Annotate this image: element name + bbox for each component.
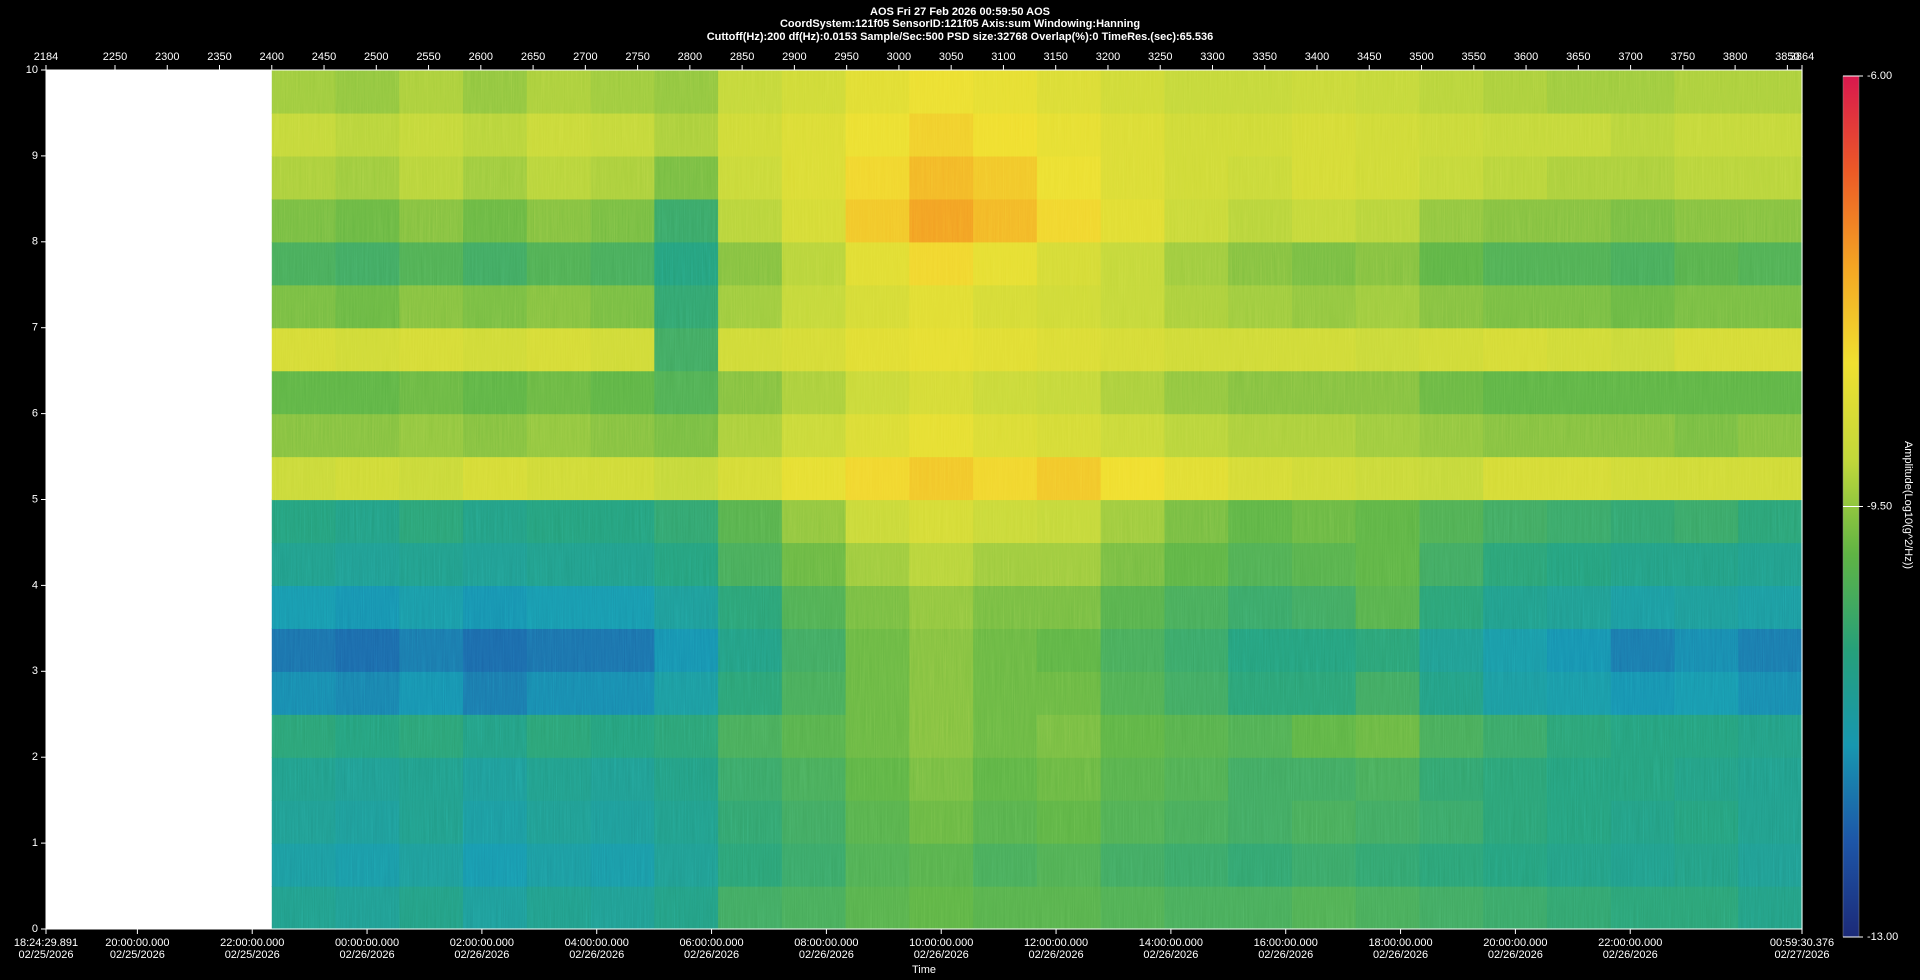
header-line: CoordSystem:121f05 SensorID:121f05 Axis:…	[780, 18, 1140, 30]
x-tick-label: 16:00:00.000	[1254, 937, 1318, 949]
y-tick-label: 1	[32, 837, 38, 849]
top-tick-label: 2650	[521, 51, 545, 63]
x-tick-label: 02:00:00.000	[450, 937, 514, 949]
x-tick-date: 02/26/2026	[914, 949, 969, 961]
x-tick-label: 12:00:00.000	[1024, 937, 1088, 949]
colorbar: -6.00 -9.50 -13.00	[1842, 70, 1898, 943]
y-tick-label: 8	[32, 236, 38, 248]
x-tick-label: 18:00:00.000	[1368, 937, 1432, 949]
top-tick-label: 3450	[1357, 51, 1381, 63]
top-tick-label: 2300	[155, 51, 179, 63]
x-tick-label: 08:00:00.000	[794, 937, 858, 949]
y-tick-label: 4	[32, 579, 38, 591]
x-tick-label: 00:00:00.000	[335, 937, 399, 949]
top-tick-label: 3700	[1618, 51, 1642, 63]
x-tick-label: 22:00:00.000	[220, 937, 284, 949]
x-tick-date: 02/26/2026	[799, 949, 854, 961]
top-tick-label: 3800	[1723, 51, 1747, 63]
colorbar-tick-label: -9.50	[1867, 500, 1892, 512]
x-tick-date: 02/26/2026	[1258, 949, 1313, 961]
x-tick-label: 04:00:00.000	[565, 937, 629, 949]
x-tick-date: 02/25/2026	[18, 949, 73, 961]
x-tick-date: 02/26/2026	[684, 949, 739, 961]
x-tick-label: 18:24:29.891	[14, 937, 78, 949]
top-tick-label: 3300	[1200, 51, 1224, 63]
colorbar-tick-label: -6.00	[1867, 70, 1892, 82]
top-tick-label: 3864	[1790, 51, 1814, 63]
top-tick-label: 2700	[573, 51, 597, 63]
top-tick-label: 2950	[834, 51, 858, 63]
x-tick-date: 02/27/2026	[1774, 949, 1829, 961]
top-tick-label: 3750	[1671, 51, 1695, 63]
y-tick-label: 2	[32, 751, 38, 763]
top-tick-label: 2750	[625, 51, 649, 63]
x-tick-date: 02/26/2026	[454, 949, 509, 961]
x-tick-label: 10:00:00.000	[909, 937, 973, 949]
top-tick-label: 2850	[730, 51, 754, 63]
x-axis-title: Time	[912, 964, 936, 976]
top-tick-label: 3850	[1775, 51, 1799, 63]
x-tick-date: 02/26/2026	[1029, 949, 1084, 961]
x-tick-label: 00:59:30.376	[1770, 937, 1834, 949]
x-tick-date: 02/25/2026	[110, 949, 165, 961]
y-tick-label: 7	[32, 322, 38, 334]
top-tick-label: 2600	[469, 51, 493, 63]
top-tick-label: 3600	[1514, 51, 1538, 63]
colorbar-label: Amplitude(Log10(g^2/Hz))	[1902, 441, 1914, 569]
top-tick-label: 3500	[1409, 51, 1433, 63]
top-tick-label: 2250	[103, 51, 127, 63]
x-tick-date: 02/26/2026	[1488, 949, 1543, 961]
x-tick-date: 02/26/2026	[569, 949, 624, 961]
x-tick-date: 02/26/2026	[1603, 949, 1658, 961]
x-tick-label: 14:00:00.000	[1139, 937, 1203, 949]
top-tick-label: 2450	[312, 51, 336, 63]
y-tick-label: 3	[32, 665, 38, 677]
x-tick-date: 02/26/2026	[1143, 949, 1198, 961]
x-tick-date: 02/26/2026	[1373, 949, 1428, 961]
header-line: Cuttoff(Hz):200 df(Hz):0.0153 Sample/Sec…	[707, 31, 1214, 43]
y-tick-label: 6	[32, 408, 38, 420]
top-tick-label: 3550	[1462, 51, 1486, 63]
y-tick-label: 10	[26, 64, 38, 76]
top-tick-label: 2350	[207, 51, 231, 63]
y-tick-label: 9	[32, 150, 38, 162]
top-tick-label: 2500	[364, 51, 388, 63]
x-tick-label: 20:00:00.000	[1483, 937, 1547, 949]
texture	[271, 70, 1802, 929]
x-tick-label: 06:00:00.000	[679, 937, 743, 949]
top-tick-label: 3350	[1253, 51, 1277, 63]
top-tick-label: 2900	[782, 51, 806, 63]
top-tick-label: 2800	[678, 51, 702, 63]
colorbar-tick-label: -13.00	[1867, 931, 1898, 943]
y-tick-label: 5	[32, 493, 38, 505]
x-tick-date: 02/25/2026	[225, 949, 280, 961]
top-tick-label: 2400	[260, 51, 284, 63]
top-tick-label: 3050	[939, 51, 963, 63]
x-tick-label: 20:00:00.000	[105, 937, 169, 949]
top-tick-label: 3250	[1148, 51, 1172, 63]
x-tick-label: 22:00:00.000	[1598, 937, 1662, 949]
top-tick-label: 3650	[1566, 51, 1590, 63]
top-tick-label: 3000	[887, 51, 911, 63]
header-line: AOS Fri 27 Feb 2026 00:59:50 AOS	[870, 6, 1050, 18]
top-tick-label: 3150	[1043, 51, 1067, 63]
top-tick-label: 3400	[1305, 51, 1329, 63]
x-tick-date: 02/26/2026	[340, 949, 395, 961]
top-tick-label: 3200	[1096, 51, 1120, 63]
top-tick-label: 3100	[991, 51, 1015, 63]
top-tick-label: 2184	[34, 51, 58, 63]
y-tick-label: 0	[32, 923, 38, 935]
top-tick-label: 2550	[416, 51, 440, 63]
